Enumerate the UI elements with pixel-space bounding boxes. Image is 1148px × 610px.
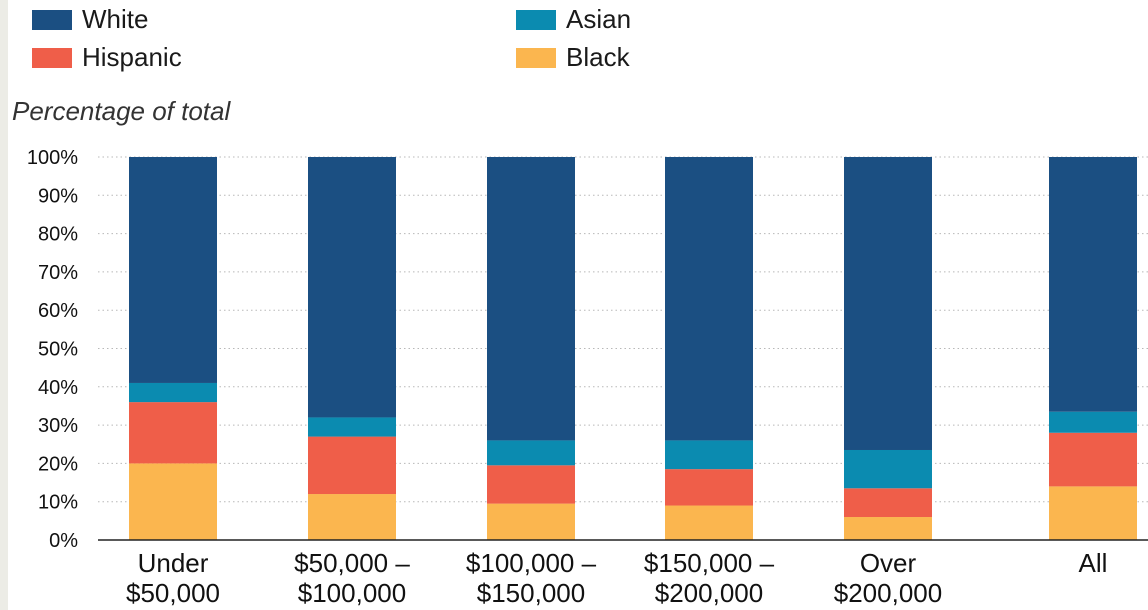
x-category-label: $100,000 (298, 578, 406, 608)
bar-segment-hispanic (844, 488, 932, 518)
y-tick-label: 20% (38, 453, 78, 475)
y-tick-label: 0% (49, 530, 78, 552)
y-tick-label: 40% (38, 377, 78, 399)
bar-segment-white (1049, 157, 1137, 412)
y-tick-label: 80% (38, 224, 78, 246)
bar-segment-asian (487, 440, 575, 466)
bar-segment-white (487, 157, 575, 441)
bar-segment-black (129, 463, 217, 540)
bar-segment-black (308, 494, 396, 540)
x-category-label: $50,000 (126, 578, 220, 608)
x-category-label: $200,000 (655, 578, 763, 608)
y-tick-label: 60% (38, 300, 78, 322)
bar-segment-asian (129, 382, 217, 403)
bar-segment-asian (844, 449, 932, 489)
y-tick-label: 30% (38, 415, 78, 437)
legend-label-white: White (82, 4, 149, 34)
bar-segment-black (487, 503, 575, 540)
legend-swatch-white (32, 10, 72, 30)
bar-segment-asian (1049, 411, 1137, 433)
bar-segment-black (665, 505, 753, 540)
legend-label-black: Black (566, 42, 630, 72)
bar-segment-asian (665, 440, 753, 470)
bar-segment-hispanic (487, 465, 575, 504)
y-tick-label: 70% (38, 262, 78, 284)
y-tick-label: 10% (38, 492, 78, 514)
y-tick-label: 90% (38, 185, 78, 207)
legend-swatch-hispanic (32, 48, 72, 68)
x-category-label: Over (860, 548, 917, 578)
legend-label-hispanic: Hispanic (82, 42, 182, 72)
x-category-label: $150,000 – (644, 548, 775, 578)
x-category-label: Under (138, 548, 209, 578)
x-category-label: $200,000 (834, 578, 942, 608)
y-axis-title: Percentage of total (12, 96, 231, 126)
legend-swatch-black (516, 48, 556, 68)
page-edge-strip (0, 0, 8, 610)
y-tick-label: 50% (38, 339, 78, 361)
bar-segment-white (665, 157, 753, 441)
bar-segment-white (129, 157, 217, 383)
bar-segment-hispanic (308, 436, 396, 495)
bar-segment-hispanic (129, 402, 217, 464)
bar-segment-black (844, 517, 932, 540)
bar-segment-white (844, 157, 932, 450)
bar-segment-hispanic (665, 469, 753, 506)
bar-segment-hispanic (1049, 432, 1137, 487)
x-category-label: $150,000 (477, 578, 585, 608)
legend-label-asian: Asian (566, 4, 632, 34)
x-category-label: $100,000 – (466, 548, 597, 578)
x-category-label: All (1079, 548, 1108, 578)
x-category-label: $50,000 – (294, 548, 410, 578)
bar-segment-black (1049, 486, 1137, 540)
chart-legend: White Asian Hispanic Black (32, 4, 732, 74)
bar-segment-white (308, 157, 396, 418)
legend-swatch-asian (516, 10, 556, 30)
y-tick-label: 100% (27, 147, 78, 169)
bar-segment-asian (308, 417, 396, 437)
